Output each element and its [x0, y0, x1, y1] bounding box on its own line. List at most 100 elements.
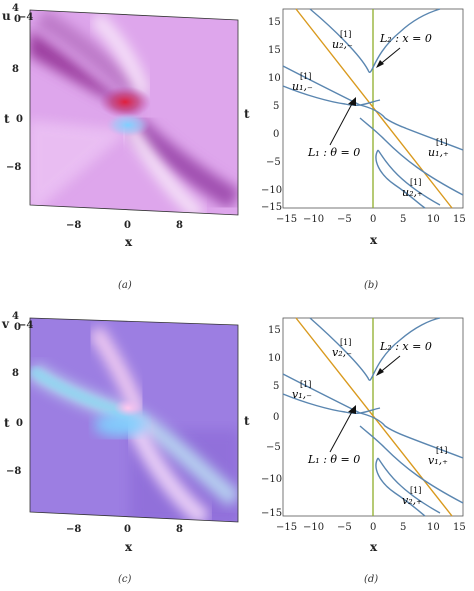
- sup-v2-minus: [1]: [340, 338, 351, 347]
- label-v2-minus: v₂,₋: [332, 346, 352, 359]
- curve-u1-minus-tail: [282, 85, 381, 107]
- curve-v2-plus: [375, 457, 441, 517]
- arrow-L1-d: [329, 407, 355, 453]
- label-L1-b: L₁ : θ = 0: [307, 146, 360, 159]
- x-tick-b-3: 0: [370, 214, 376, 225]
- x-axis-label-c: x: [125, 540, 133, 554]
- y-tick-b-3: 0: [273, 129, 279, 140]
- x-tick-d-1: −10: [303, 522, 324, 533]
- x-tick-c-2: 8: [176, 524, 183, 535]
- x-tick-b-2: −5: [337, 214, 352, 225]
- sup-u1-minus: [1]: [300, 72, 311, 81]
- x-tick-c-0: −8: [66, 524, 81, 535]
- label-u2-minus: u₂,₋: [332, 38, 353, 51]
- y-tick-d-top: 15: [268, 325, 281, 336]
- sup-v1-plus: [1]: [436, 446, 447, 455]
- curve-u1-plus: [359, 117, 464, 196]
- z-tick-low-c: −4: [18, 320, 33, 331]
- curve-v1-plus: [359, 425, 464, 504]
- label-L2-d: L₂ : x = 0: [379, 340, 432, 353]
- label-u2-plus: u₂,₊: [402, 186, 423, 199]
- y-tick-b-2: 5: [273, 101, 279, 112]
- sup-v1-minus: [1]: [300, 380, 311, 389]
- y-tick-b-top: 15: [268, 17, 281, 28]
- label-v1-minus: v₁,₋: [292, 388, 312, 401]
- z-tick-low-a: −4: [18, 12, 33, 23]
- x-tick-a-0: −8: [66, 220, 81, 231]
- z-tick-mid-a: 0: [14, 14, 21, 25]
- panel-b: 15 10 5 0 −5 −10 −15 15 t −15 −10 −5 0 5…: [244, 8, 466, 291]
- x-tick-d-5: 10: [427, 522, 440, 533]
- label-u1-plus: u₁,₊: [428, 146, 449, 159]
- y-axis-label-d: t: [244, 414, 250, 428]
- y-tick-d-3: 0: [273, 412, 279, 423]
- y-tick-c-0: 8: [12, 368, 19, 379]
- sup-u2-plus: [1]: [410, 178, 421, 187]
- curve-v1-minus-tail: [282, 393, 381, 415]
- z-axis-label-u: u: [2, 9, 11, 23]
- panel-a: u 4 0 −4 8 0 −8 t −8 0 8 x (a): [2, 3, 239, 291]
- sup-v2-plus: [1]: [410, 486, 421, 495]
- curve-u2-plus: [375, 149, 441, 209]
- label-v1-plus: v₁,₊: [428, 454, 448, 467]
- x-tick-d-4: 5: [400, 522, 406, 533]
- line-L1-b: [295, 8, 453, 209]
- sup-u2-minus: [1]: [340, 30, 351, 39]
- caption-b: (b): [364, 280, 378, 291]
- caption-d: (d): [364, 574, 378, 585]
- y-tick-d-2: 5: [273, 381, 279, 392]
- label-u1-minus: u₁,₋: [292, 80, 313, 93]
- sup-u1-plus: [1]: [436, 138, 447, 147]
- curve-u1-upper: [282, 65, 464, 151]
- x-tick-a-2: 8: [176, 220, 183, 231]
- y-tick-b-5: −10: [261, 185, 282, 196]
- z-tick-mid-c: 0: [14, 322, 21, 333]
- panel-c: v 4 0 −4 8 0 −8 t −8 0 8 x (c): [1, 311, 239, 585]
- panel-d: 15 10 5 0 −5 −10 −15 t −15 −10 −5 0 5 10…: [244, 317, 466, 585]
- arrowhead-L2-d: [376, 368, 384, 376]
- x-tick-d-3: 0: [370, 522, 376, 533]
- x-axis-label-b: x: [370, 233, 378, 247]
- y-tick-a-1: 0: [16, 114, 23, 125]
- surface-u: [30, 10, 238, 215]
- z-axis-label-v: v: [1, 317, 10, 331]
- y-tick-d-1: 10: [268, 353, 281, 364]
- caption-c: (c): [118, 574, 132, 585]
- x-tick-b-4: 5: [400, 214, 406, 225]
- y-tick-d-6: −15: [261, 508, 282, 519]
- x-axis-label-a: x: [125, 235, 133, 249]
- label-L2-b: L₂ : x = 0: [379, 32, 432, 45]
- arrowhead-L1-d: [348, 405, 356, 414]
- y-axis-label-b: t: [244, 107, 250, 121]
- y-tick-c-1: 0: [16, 418, 23, 429]
- y-tick-d-5: −10: [261, 474, 282, 485]
- y-tick-b-0: 15: [268, 45, 281, 56]
- curve-u2-minus: [309, 8, 441, 73]
- x-tick-b-0: −15: [276, 214, 297, 225]
- y-tick-b-1: 10: [268, 73, 281, 84]
- arrowhead-L1-b: [348, 97, 356, 106]
- y-tick-d-4: −5: [266, 442, 281, 453]
- curve-v2-minus: [309, 317, 441, 381]
- curve-v1-upper: [282, 373, 464, 459]
- y-tick-c-2: −8: [6, 466, 21, 477]
- surface-v: [30, 318, 238, 522]
- x-tick-b-6: 15: [453, 214, 466, 225]
- z-tick-top-a: 4: [12, 3, 19, 14]
- label-v2-plus: v₂,₊: [402, 494, 422, 507]
- x-tick-b-1: −10: [303, 214, 324, 225]
- label-L1-d: L₁ : θ = 0: [307, 453, 360, 466]
- y-axis-label-c: t: [4, 416, 10, 430]
- y-tick-a-0: 8: [12, 64, 19, 75]
- y-tick-b-6: −15: [261, 202, 282, 213]
- x-tick-d-6: 15: [453, 522, 466, 533]
- x-tick-d-0: −15: [276, 522, 297, 533]
- x-tick-a-1: 0: [124, 220, 131, 231]
- x-tick-b-5: 10: [427, 214, 440, 225]
- y-tick-b-4: −5: [266, 157, 281, 168]
- caption-a: (a): [118, 280, 132, 291]
- x-tick-c-1: 0: [124, 524, 131, 535]
- y-axis-label-a: t: [4, 112, 10, 126]
- y-tick-a-2: −8: [6, 162, 21, 173]
